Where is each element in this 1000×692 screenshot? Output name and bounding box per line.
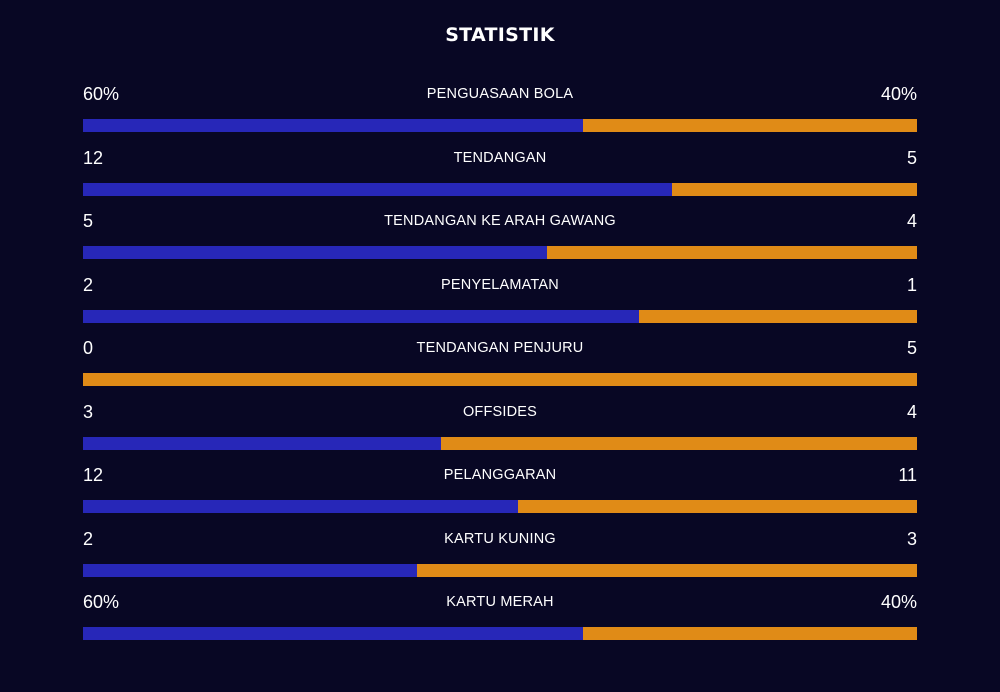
stat-header: 5 TENDANGAN KE ARAH GAWANG 4 xyxy=(83,207,917,235)
away-bar-segment xyxy=(583,627,917,640)
stat-header: 2 KARTU KUNING 3 xyxy=(83,525,917,553)
home-value: 60% xyxy=(83,592,120,612)
away-value: 5 xyxy=(906,338,917,358)
stat-header: 12 PELANGGARAN 11 xyxy=(83,461,917,489)
home-value: 0 xyxy=(83,338,94,358)
stat-bar xyxy=(83,309,917,323)
away-bar-segment xyxy=(639,309,917,323)
stat-label: PELANGGARAN xyxy=(443,467,557,483)
away-bar-segment xyxy=(671,182,917,196)
stat-bar xyxy=(83,182,917,196)
away-bar-segment xyxy=(440,436,917,450)
stat-label: PENYELAMATAN xyxy=(441,276,559,293)
stat-row-shots-on-target: 5 TENDANGAN KE ARAH GAWANG 4 xyxy=(83,207,917,271)
away-bar-segment xyxy=(583,119,917,132)
stat-bar xyxy=(83,119,917,132)
stat-row-yellow-cards: 2 KARTU KUNING 3 xyxy=(83,525,917,589)
stat-row-corners: 0 TENDANGAN PENJURU 5 xyxy=(83,334,917,398)
stat-bar xyxy=(83,436,917,450)
stat-bar xyxy=(83,246,917,259)
stat-label: TENDANGAN xyxy=(453,149,547,166)
stat-bar xyxy=(83,563,917,577)
stat-label: KARTU MERAH xyxy=(446,594,554,610)
away-bar-segment xyxy=(546,246,917,259)
home-value: 12 xyxy=(83,465,104,485)
away-bar-segment xyxy=(518,500,917,513)
home-bar-segment xyxy=(83,309,640,323)
stat-label: KARTU KUNING xyxy=(444,530,556,547)
stat-row-offsides: 3 OFFSIDES 4 xyxy=(83,398,917,462)
away-bar-segment xyxy=(83,373,917,386)
home-bar-segment xyxy=(83,436,441,450)
stat-header: 2 PENYELAMATAN 1 xyxy=(83,271,917,299)
away-value: 5 xyxy=(906,147,917,168)
stat-label: OFFSIDES xyxy=(462,403,538,420)
home-bar-segment xyxy=(83,563,417,577)
stat-row-saves: 2 PENYELAMATAN 1 xyxy=(83,271,917,335)
away-value: 4 xyxy=(906,401,917,422)
stat-bar xyxy=(83,373,917,386)
away-value: 11 xyxy=(898,465,917,485)
stat-header: 3 OFFSIDES 4 xyxy=(83,398,917,426)
home-bar-segment xyxy=(83,500,519,513)
stat-label: TENDANGAN PENJURU xyxy=(416,340,584,356)
home-bar-segment xyxy=(83,246,547,259)
stat-bar xyxy=(83,627,917,640)
stat-header: 0 TENDANGAN PENJURU 5 xyxy=(83,334,917,362)
home-value: 2 xyxy=(83,528,94,549)
stat-header: 12 TENDANGAN 5 xyxy=(83,144,917,172)
away-value: 40% xyxy=(880,592,917,612)
stat-row-possession: 60% PENGUASAAN BOLA 40% xyxy=(83,80,917,144)
home-value: 60% xyxy=(83,84,120,104)
home-bar-segment xyxy=(83,627,584,640)
home-value: 5 xyxy=(83,211,94,231)
stat-row-fouls: 12 PELANGGARAN 11 xyxy=(83,461,917,525)
stat-label: PENGUASAAN BOLA xyxy=(426,86,574,102)
stat-bar xyxy=(83,500,917,513)
away-bar-segment xyxy=(416,563,917,577)
stat-row-shots: 12 TENDANGAN 5 xyxy=(83,144,917,208)
away-value: 4 xyxy=(906,211,917,231)
stats-title: STATISTIK xyxy=(445,24,555,46)
stats-list: 60% PENGUASAAN BOLA 40% 12 TENDANGAN 5 5… xyxy=(83,80,917,652)
home-value: 3 xyxy=(83,401,94,422)
away-value: 1 xyxy=(906,274,917,295)
home-value: 12 xyxy=(83,147,104,168)
away-value: 40% xyxy=(880,84,917,104)
stat-row-red-cards: 60% KARTU MERAH 40% xyxy=(83,588,917,652)
stat-header: 60% KARTU MERAH 40% xyxy=(83,588,917,616)
home-bar-segment xyxy=(83,119,584,132)
stat-label: TENDANGAN KE ARAH GAWANG xyxy=(384,213,616,229)
home-value: 2 xyxy=(83,274,94,295)
home-bar-segment xyxy=(83,182,672,196)
stat-header: 60% PENGUASAAN BOLA 40% xyxy=(83,80,917,108)
away-value: 3 xyxy=(906,528,917,549)
